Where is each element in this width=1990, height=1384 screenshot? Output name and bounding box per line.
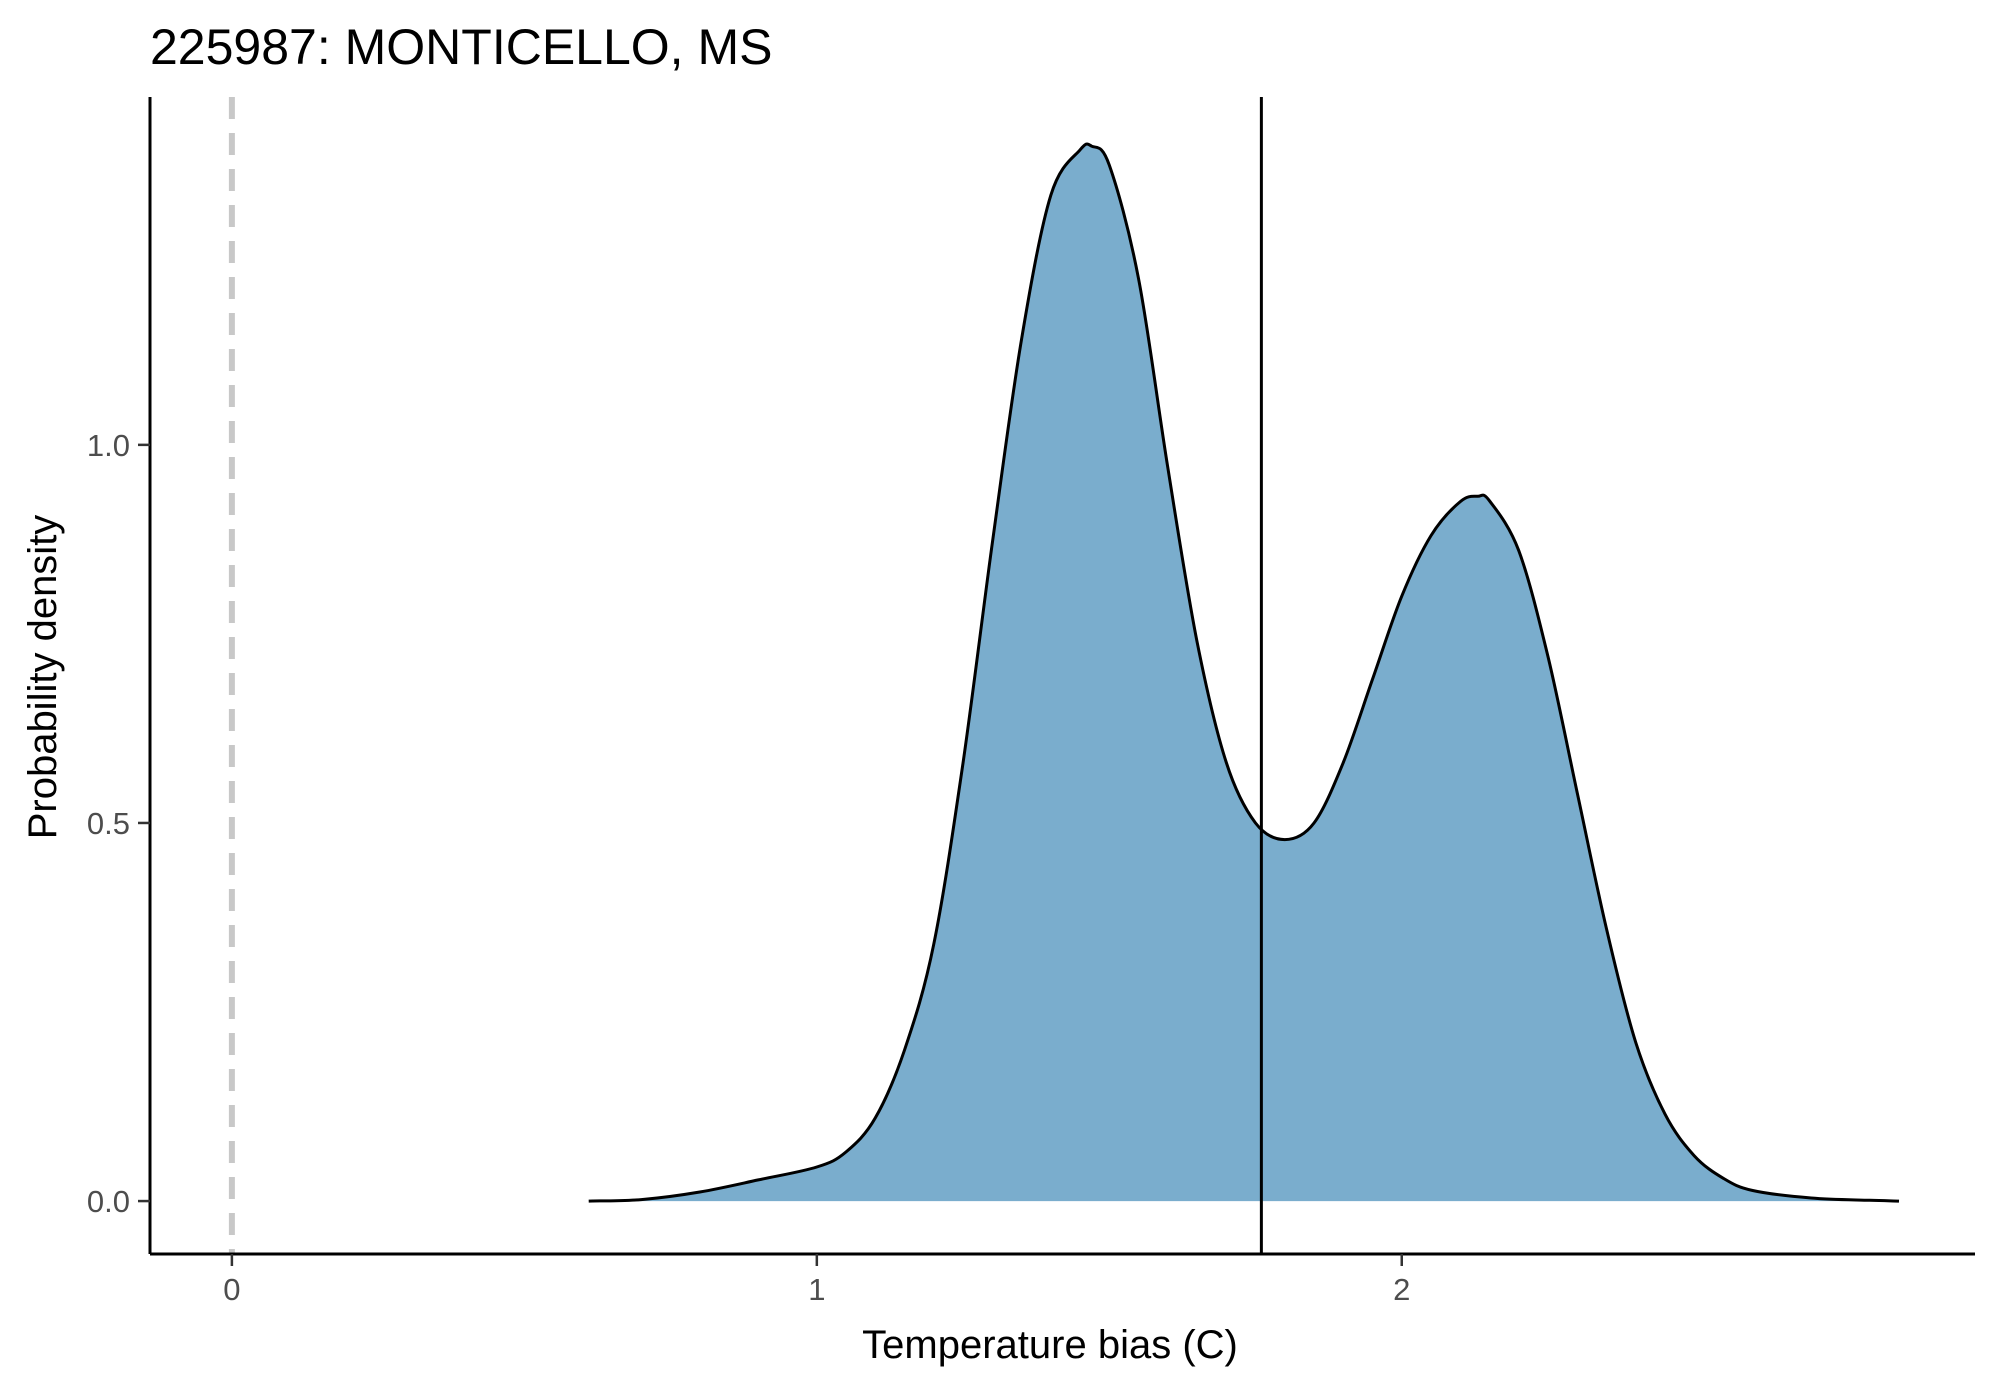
density-layer bbox=[588, 142, 1900, 1203]
y-tick-label: 0.0 bbox=[87, 1184, 130, 1219]
density-area bbox=[588, 143, 1900, 1202]
y-axis-title: Probability density bbox=[21, 515, 65, 840]
chart-title: 225987: MONTICELLO, MS bbox=[150, 19, 773, 75]
y-tick-label: 0.5 bbox=[87, 806, 130, 841]
density-curve bbox=[588, 142, 1900, 1203]
x-tick-label: 2 bbox=[1393, 1272, 1410, 1307]
y-tick-label: 1.0 bbox=[87, 428, 130, 463]
x-tick-label: 1 bbox=[808, 1272, 825, 1307]
reference-lines bbox=[228, 97, 1263, 1254]
x-axis-title: Temperature bias (C) bbox=[862, 1323, 1238, 1367]
x-tick-label: 0 bbox=[223, 1272, 240, 1307]
axes: 0 1 2 0.0 0.5 1.0 bbox=[87, 97, 1975, 1307]
